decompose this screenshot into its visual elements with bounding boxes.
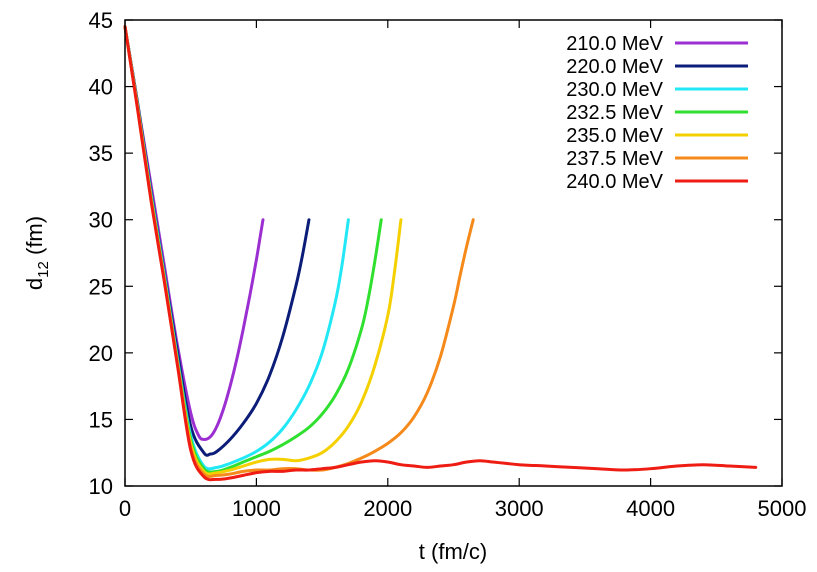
x-tick-label: 5000	[758, 496, 807, 521]
y-tick-label: 35	[89, 141, 113, 166]
y-tick-label: 20	[89, 341, 113, 366]
legend-label: 240.0 MeV	[566, 171, 663, 193]
x-tick-label: 0	[119, 496, 131, 521]
y-tick-label: 30	[89, 208, 113, 233]
y-tick-label: 10	[89, 474, 113, 499]
y-tick-label: 40	[89, 75, 113, 100]
x-tick-label: 2000	[363, 496, 412, 521]
x-tick-label: 4000	[626, 496, 675, 521]
y-tick-label: 15	[89, 407, 113, 432]
legend-label: 210.0 MeV	[566, 33, 663, 55]
y-axis-label: d12 (fm)	[22, 216, 52, 290]
legend-label: 230.0 MeV	[566, 79, 663, 101]
y-axis-label-group: d12 (fm)	[22, 216, 52, 290]
legend-label: 237.5 MeV	[566, 148, 663, 170]
y-tick-label: 25	[89, 274, 113, 299]
legend-label: 220.0 MeV	[566, 56, 663, 78]
y-axis-label-subscript: 12	[35, 261, 52, 278]
x-tick-label: 1000	[232, 496, 281, 521]
x-axis-label: t (fm/c)	[419, 539, 487, 564]
legend-label: 232.5 MeV	[566, 102, 663, 124]
legend-label: 235.0 MeV	[566, 125, 663, 147]
y-axis-label-main: d	[22, 278, 47, 290]
ticks-layer: 0 1000 2000 3000 4000 5000 10 15 20 25 30 35 40 45	[89, 8, 807, 521]
series-line-6	[123, 25, 758, 482]
y-tick-label: 45	[89, 8, 113, 33]
series-layer	[123, 25, 758, 482]
plot-area	[125, 20, 782, 486]
y-axis-label-unit: (fm)	[22, 216, 47, 261]
x-tick-label: 3000	[495, 496, 544, 521]
plot-frame	[124, 19, 783, 487]
